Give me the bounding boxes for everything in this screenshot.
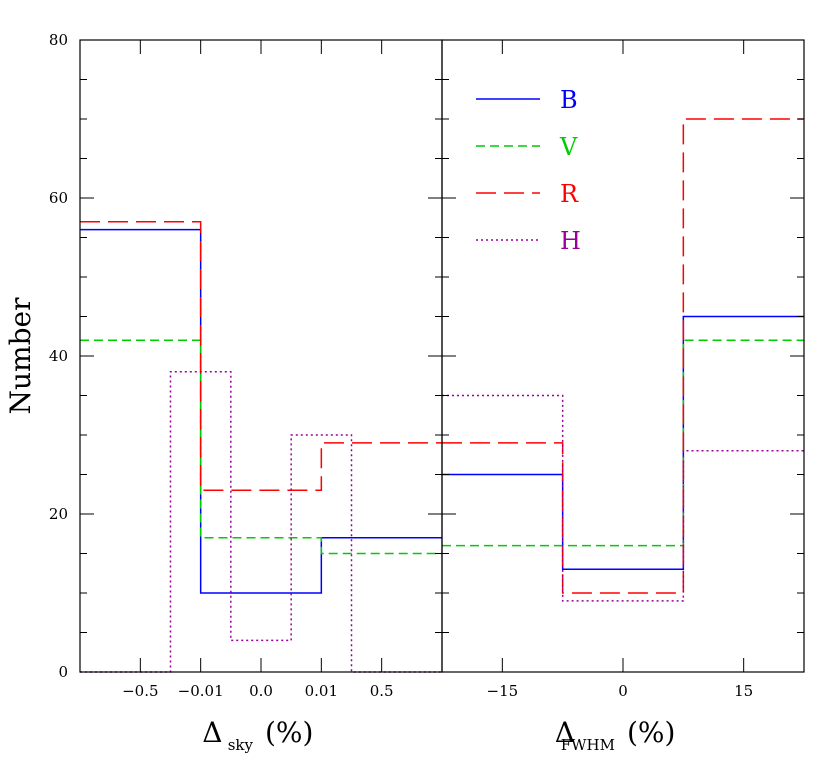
x-axis-label-sky: Δ	[202, 716, 222, 749]
series-B-sky	[80, 228, 442, 594]
y-axis-label: Number	[4, 297, 37, 415]
y-tick-label: 40	[49, 347, 68, 365]
legend-label-V: V	[559, 133, 578, 161]
legend-label-R: R	[560, 180, 579, 208]
legend-label-B: B	[560, 86, 578, 114]
series-R-fwhm	[442, 118, 804, 594]
y-tick-label: 20	[49, 505, 68, 523]
series-R-sky	[80, 220, 442, 492]
panel-frame-sky	[79, 39, 443, 673]
series-H-sky	[80, 371, 442, 673]
x-tick-label: 15	[734, 682, 753, 700]
x-axis-label-unit-fwhm: (%)	[627, 716, 675, 749]
x-tick-label: −0.5	[122, 682, 158, 700]
y-tick-label: 60	[49, 189, 68, 207]
series-V-fwhm	[442, 339, 804, 547]
legend-label-H: H	[560, 227, 581, 255]
x-axis-label-sub-sky: sky	[228, 736, 254, 754]
y-tick-label: 0	[58, 663, 68, 681]
y-tick-label: 80	[49, 31, 68, 49]
x-tick-label: 0	[618, 682, 628, 700]
x-tick-label: 0.01	[305, 682, 338, 700]
x-tick-label: −15	[487, 682, 519, 700]
series-B-fwhm	[442, 315, 804, 571]
x-axis-label-fwhm: Δ	[555, 716, 575, 749]
x-axis-label-sub-fwhm: FWHM	[561, 736, 615, 754]
panel-frame-fwhm	[441, 39, 805, 673]
x-tick-label: 0.5	[370, 682, 394, 700]
series-H-fwhm	[442, 394, 804, 602]
x-tick-label: 0.0	[249, 682, 273, 700]
x-axis-label-unit-sky: (%)	[265, 716, 313, 749]
x-tick-label: −0.01	[178, 682, 224, 700]
series-V-sky	[80, 339, 442, 555]
